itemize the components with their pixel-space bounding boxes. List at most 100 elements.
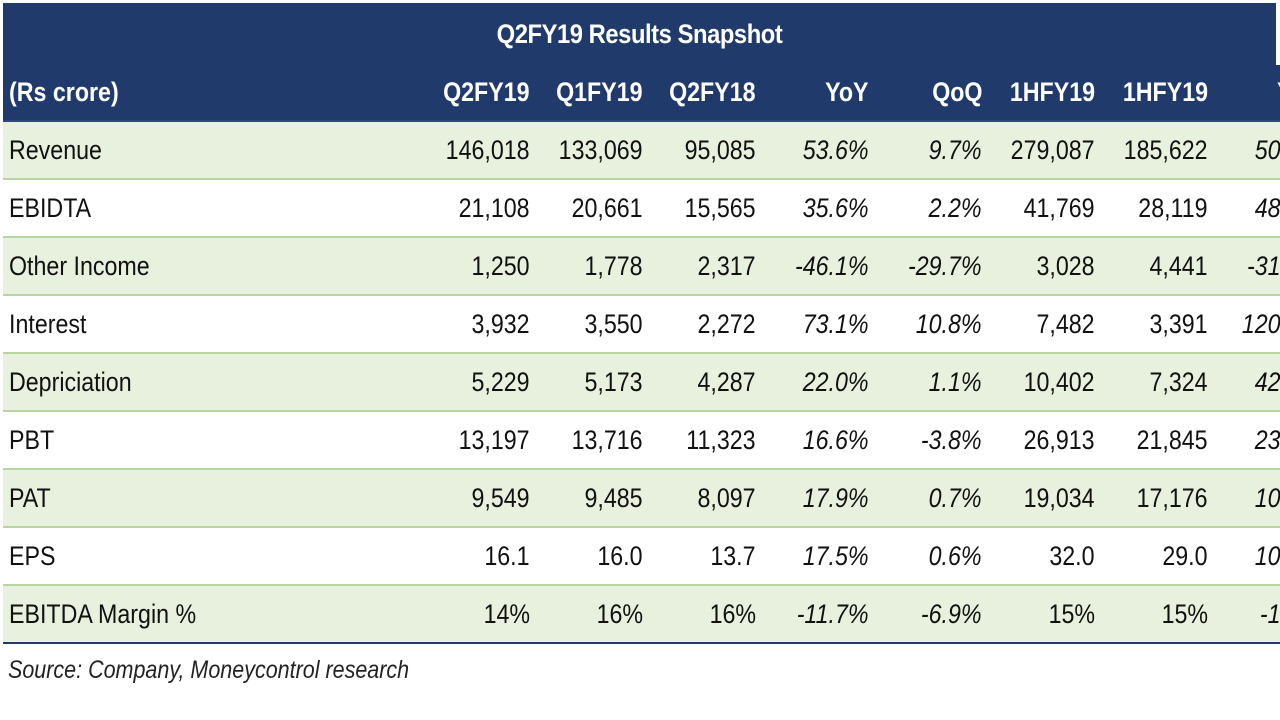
table-cell: 32.0 <box>988 527 1101 586</box>
table-cell: 10.8% <box>875 295 988 354</box>
cell-value: 0.7% <box>929 482 982 513</box>
table-cell: 73.1% <box>762 295 875 354</box>
row-label-text: Interest <box>9 308 87 339</box>
cell-value: 53.6% <box>803 134 869 165</box>
table-cell: 14% <box>423 585 536 644</box>
cell-value: -3.8% <box>921 424 982 455</box>
row-label: Depriciation <box>3 353 423 412</box>
cell-value: 73.1% <box>803 308 869 339</box>
table-cell: 28,119 <box>1101 179 1214 238</box>
table-cell: 16% <box>649 585 762 644</box>
row-label: EPS <box>3 527 423 586</box>
column-header: Q2FY19 <box>423 65 536 122</box>
table-cell: 0.7% <box>875 469 988 528</box>
cell-value: 9.7% <box>929 134 982 165</box>
table-cell: 3,932 <box>423 295 536 354</box>
cell-value: 20,661 <box>571 192 643 223</box>
row-label-text: EPS <box>9 540 56 571</box>
table-cell: 279,087 <box>988 121 1101 180</box>
cell-value: 3,550 <box>584 308 643 339</box>
cell-value: 19,034 <box>1023 482 1095 513</box>
row-label-text: EBIDTA <box>9 192 92 223</box>
table-cell: 21,845 <box>1101 411 1214 470</box>
table-cell: 0.6% <box>875 527 988 586</box>
cell-value: 10.3% <box>1255 540 1280 571</box>
column-header: YoY <box>762 65 875 122</box>
table-cell: -6.9% <box>875 585 988 644</box>
table-cell: 9.7% <box>875 121 988 180</box>
table-cell: 4,287 <box>649 353 762 412</box>
row-label: EBITDA Margin % <box>3 585 423 644</box>
table-cell: 120.6% <box>1214 295 1280 354</box>
table-cell: 16.0 <box>536 527 649 586</box>
table-cell: -29.7% <box>875 237 988 296</box>
table-cell: 42.0% <box>1214 353 1280 412</box>
cell-value: -6.9% <box>921 598 982 629</box>
table-cell: 29.0 <box>1101 527 1214 586</box>
cell-value: 1,250 <box>471 250 530 281</box>
unit-label-text: (Rs crore) <box>9 77 119 107</box>
cell-value: 41,769 <box>1023 192 1095 223</box>
cell-value: 26,913 <box>1023 424 1095 455</box>
header-row: (Rs crore) Q2FY19 Q1FY19 Q2FY18 YoY QoQ 1HFY19… <box>3 65 1280 122</box>
cell-value: 9,485 <box>584 482 643 513</box>
row-label-text: Depriciation <box>9 366 132 397</box>
cell-value: 185,622 <box>1124 134 1208 165</box>
source-note: Source: Company, Moneycontrol research <box>8 656 410 684</box>
cell-value: 3,391 <box>1149 308 1208 339</box>
cell-value: 4,441 <box>1149 250 1208 281</box>
table-cell: 5,173 <box>536 353 649 412</box>
row-label: Other Income <box>3 237 423 296</box>
cell-value: 15% <box>1161 598 1208 629</box>
column-header: YoY <box>1214 65 1280 122</box>
table-cell: 9,549 <box>423 469 536 528</box>
table-cell: 7,482 <box>988 295 1101 354</box>
table-row: EPS 16.1 16.0 13.7 17.5% 0.6% 32.0 29.0 10.3% <box>3 527 1280 586</box>
row-label: PAT <box>3 469 423 528</box>
cell-value: 13,197 <box>458 424 530 455</box>
row-label: PBT <box>3 411 423 470</box>
table-cell: 185,622 <box>1101 121 1214 180</box>
table-cell: 15% <box>988 585 1101 644</box>
table-cell: 8,097 <box>649 469 762 528</box>
table-cell: 35.6% <box>762 179 875 238</box>
table-cell: -11.7% <box>762 585 875 644</box>
column-header-text: 1HFY19 <box>1009 77 1095 107</box>
table-cell: 23.2% <box>1214 411 1280 470</box>
column-header-text: YoY <box>1278 77 1280 108</box>
table-cell: 146,018 <box>423 121 536 180</box>
cell-value: 14% <box>483 598 530 629</box>
table-cell: 48.5% <box>1214 179 1280 238</box>
table-row: PBT 13,197 13,716 11,323 16.6% -3.8% 26,913 21,… <box>3 411 1280 470</box>
cell-value: 32.0 <box>1049 540 1095 571</box>
cell-value: 7,482 <box>1036 308 1095 339</box>
cell-value: 17.5% <box>803 540 869 571</box>
cell-value: 1.1% <box>929 366 982 397</box>
row-label: Revenue <box>3 121 423 180</box>
table-row: Revenue 146,018 133,069 95,085 53.6% 9.7% 279,… <box>3 121 1280 180</box>
cell-value: -11.7% <box>797 598 869 629</box>
cell-value: 4,287 <box>697 366 756 397</box>
table-cell: 10.3% <box>1214 527 1280 586</box>
cell-value: 2,317 <box>697 250 756 281</box>
results-table: (Rs crore) Q2FY19 Q1FY19 Q2FY18 YoY QoQ 1HFY19… <box>3 65 1280 644</box>
row-label-text: Other Income <box>9 250 150 281</box>
column-header: 1HFY19 <box>1101 65 1214 122</box>
cell-value: -46.1% <box>795 250 869 281</box>
cell-value: 16.0 <box>597 540 643 571</box>
cell-value: 16.6% <box>803 424 869 455</box>
row-label: EBIDTA <box>3 179 423 238</box>
cell-value: 8,097 <box>697 482 756 513</box>
table-cell: 21,108 <box>423 179 536 238</box>
cell-value: 3,028 <box>1036 250 1095 281</box>
cell-value: -29.7% <box>908 250 982 281</box>
cell-value: -31.8% <box>1247 250 1280 281</box>
cell-value: 5,173 <box>584 366 643 397</box>
table-cell: 2,272 <box>649 295 762 354</box>
table-cell: 53.6% <box>762 121 875 180</box>
table-cell: 11,323 <box>649 411 762 470</box>
table-cell: 10.8% <box>1214 469 1280 528</box>
unit-label-header: (Rs crore) <box>3 65 423 122</box>
table-header: (Rs crore) Q2FY19 Q1FY19 Q2FY18 YoY QoQ 1HFY19… <box>3 65 1280 122</box>
column-header: 1HFY19 <box>988 65 1101 122</box>
